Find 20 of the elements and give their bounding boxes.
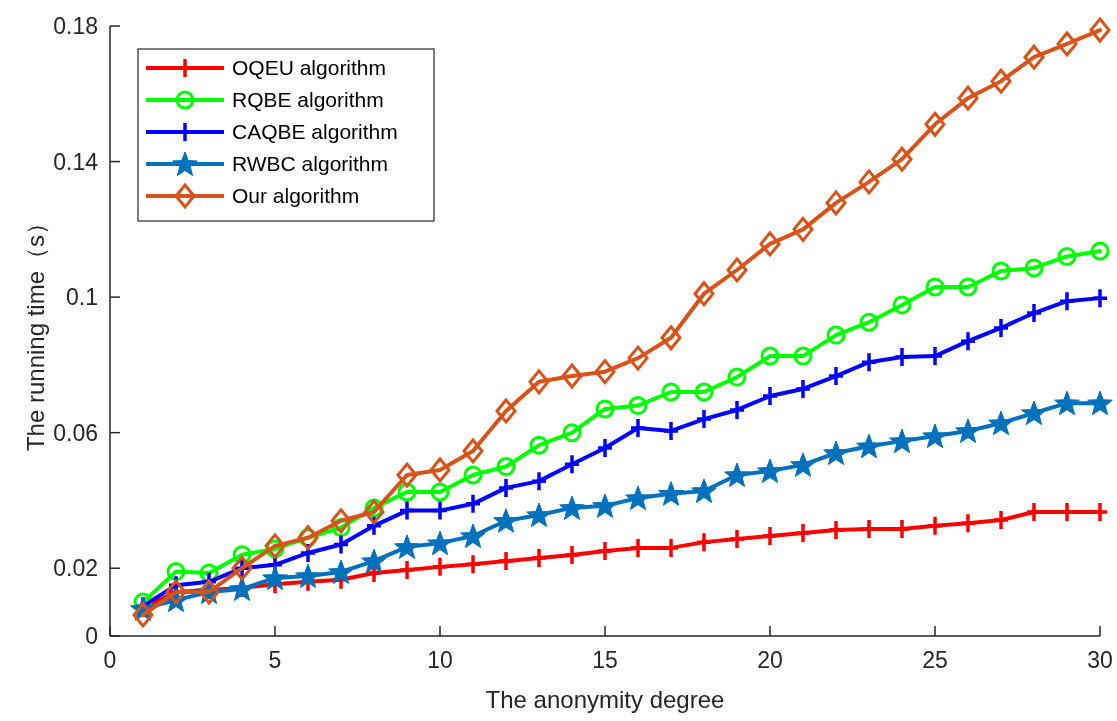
x-tick-label: 0	[103, 647, 117, 673]
x-tick-label: 30	[1087, 647, 1113, 673]
x-axis-title: The anonymity degree	[485, 686, 725, 713]
legend-label: OQEU algorithm	[232, 56, 387, 79]
legend-label: CAQBE algorithm	[232, 120, 398, 143]
x-tick-label: 25	[922, 647, 948, 673]
legend-label: RWBC algorithm	[232, 152, 388, 175]
y-tick-label: 0.02	[53, 555, 98, 582]
x-tick-label: 20	[757, 647, 783, 673]
y-axis-title: The running time（s）	[22, 210, 49, 452]
x-tick-label: 15	[592, 647, 618, 673]
y-tick-label: 0	[85, 623, 98, 649]
legend-label: RQBE algorithm	[232, 88, 384, 111]
y-tick-label: 0.14	[53, 148, 99, 175]
x-tick-label: 5	[268, 647, 282, 673]
y-tick-label: 0.1	[66, 284, 98, 311]
x-tick-label: 10	[427, 647, 453, 673]
legend-label: Our algorithm	[232, 184, 360, 207]
y-tick-label: 0.18	[53, 13, 98, 39]
y-tick-label: 0.06	[53, 419, 98, 446]
